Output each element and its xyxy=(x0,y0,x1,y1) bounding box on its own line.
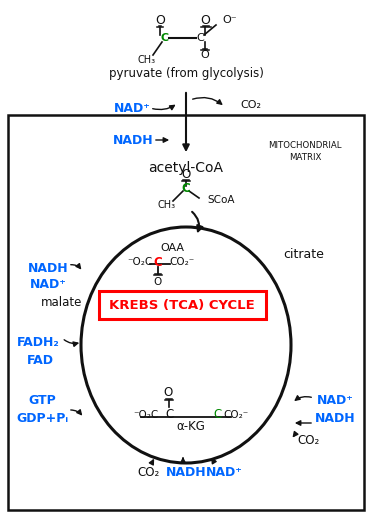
Text: KREBS (TCA) CYCLE: KREBS (TCA) CYCLE xyxy=(109,299,255,312)
Text: NAD⁺: NAD⁺ xyxy=(113,102,150,114)
Text: GTP: GTP xyxy=(28,394,56,407)
Text: C: C xyxy=(196,33,204,43)
Text: C: C xyxy=(182,181,190,194)
Text: FAD: FAD xyxy=(26,353,54,367)
Text: C: C xyxy=(161,33,169,43)
Text: NAD⁺: NAD⁺ xyxy=(206,466,243,479)
Text: OAA: OAA xyxy=(160,243,184,253)
Text: CO₂⁻: CO₂⁻ xyxy=(169,257,195,267)
Text: CH₃: CH₃ xyxy=(138,55,156,65)
Text: NAD⁺: NAD⁺ xyxy=(317,394,353,407)
Text: citrate: citrate xyxy=(283,248,324,261)
Text: malate: malate xyxy=(41,295,83,309)
Text: O: O xyxy=(201,50,209,60)
Text: NADH: NADH xyxy=(166,466,206,479)
Text: ⁻O₂C: ⁻O₂C xyxy=(127,257,153,267)
Text: FADH₂: FADH₂ xyxy=(17,336,60,349)
Text: NAD⁺: NAD⁺ xyxy=(29,278,67,291)
Text: NADH: NADH xyxy=(315,411,355,424)
Text: O⁻: O⁻ xyxy=(222,15,237,25)
Text: CO₂⁻: CO₂⁻ xyxy=(223,410,248,420)
Text: O: O xyxy=(200,13,210,26)
Text: SCoA: SCoA xyxy=(207,195,234,205)
Text: O: O xyxy=(182,167,190,180)
Text: CO₂: CO₂ xyxy=(137,466,159,479)
Text: GDP+Pᵢ: GDP+Pᵢ xyxy=(16,411,68,424)
Text: O: O xyxy=(163,386,173,399)
Bar xyxy=(8,115,364,510)
Text: O: O xyxy=(154,277,162,287)
Text: pyruvate (from glycolysis): pyruvate (from glycolysis) xyxy=(109,67,263,80)
FancyBboxPatch shape xyxy=(99,291,266,319)
Text: NADH: NADH xyxy=(28,262,68,275)
Text: NADH: NADH xyxy=(113,134,153,147)
Text: C: C xyxy=(214,409,222,422)
Text: C: C xyxy=(165,409,173,422)
Text: CH₃: CH₃ xyxy=(158,200,176,210)
Text: CO₂: CO₂ xyxy=(240,100,261,110)
Text: α-KG: α-KG xyxy=(177,421,205,434)
Text: MITOCHONDRIAL: MITOCHONDRIAL xyxy=(268,140,342,150)
Text: ⁻O₂C: ⁻O₂C xyxy=(134,410,158,420)
Text: acetyl-CoA: acetyl-CoA xyxy=(148,161,224,175)
Text: CO₂: CO₂ xyxy=(297,434,319,447)
Text: O: O xyxy=(155,13,165,26)
Text: C: C xyxy=(154,255,162,268)
Text: MATRIX: MATRIX xyxy=(289,153,321,163)
